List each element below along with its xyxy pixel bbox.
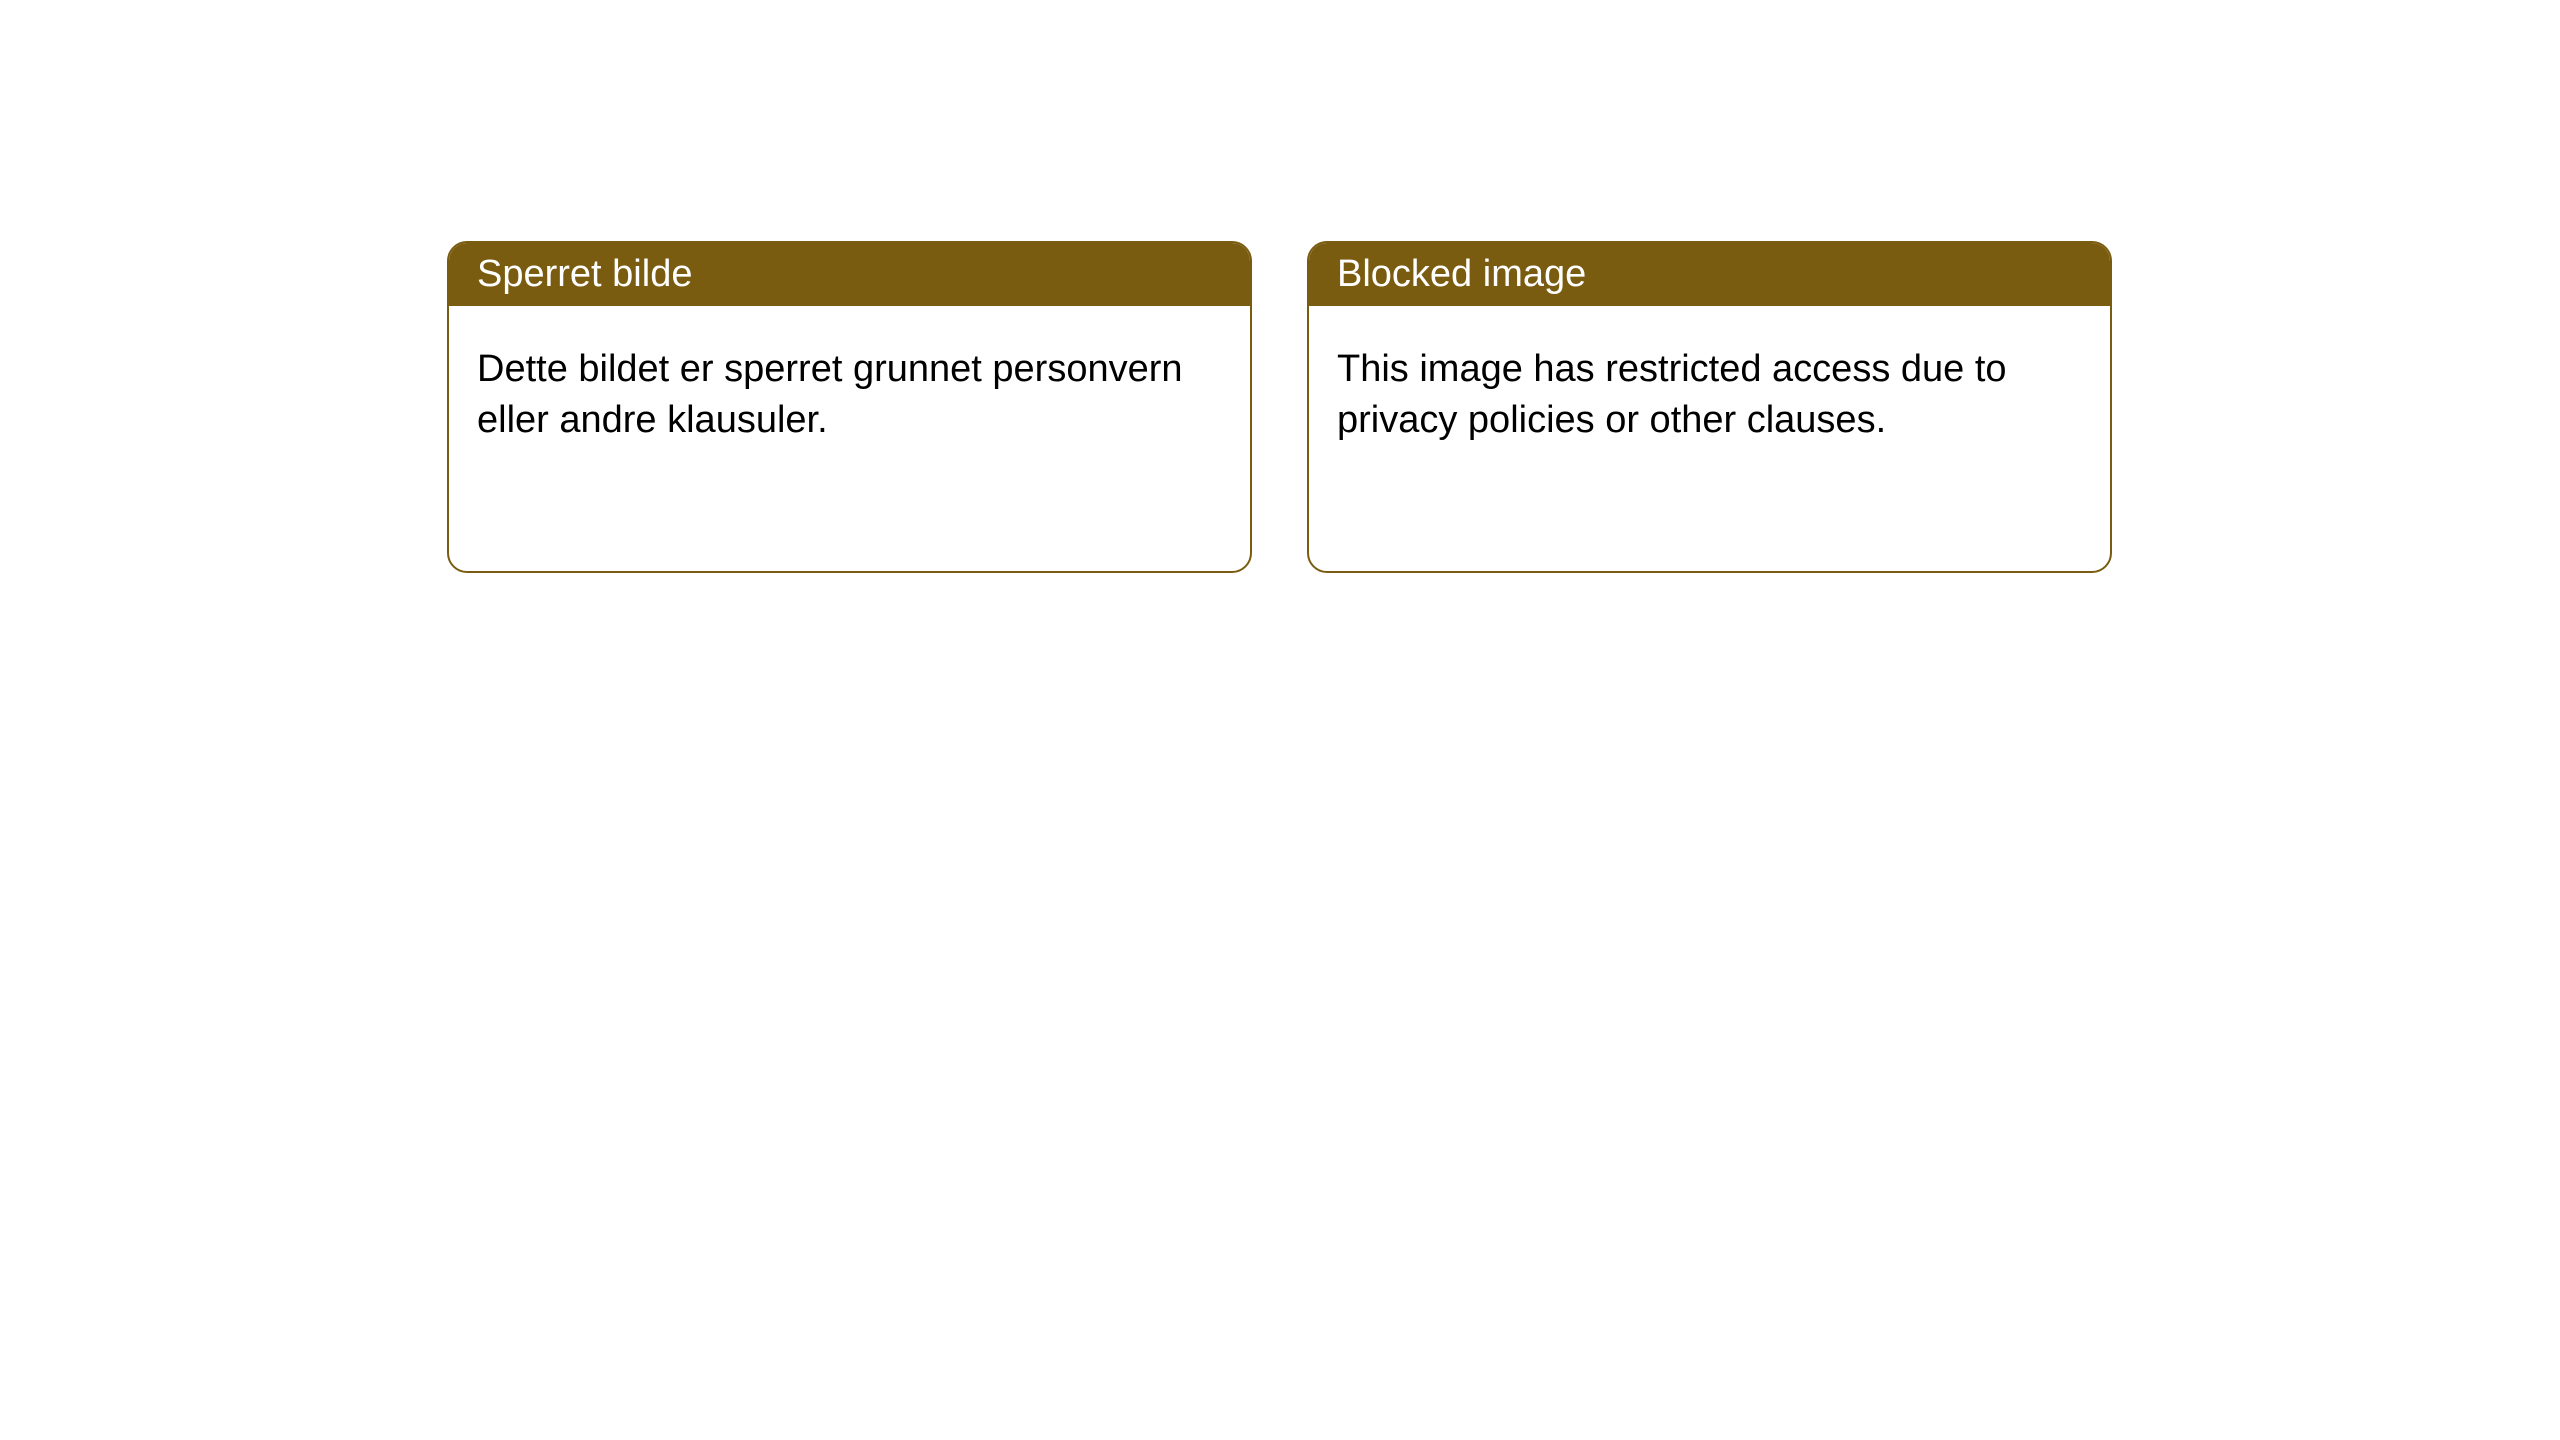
card-body-text: This image has restricted access due to … — [1337, 348, 2007, 441]
card-header: Blocked image — [1309, 243, 2110, 306]
card-body: Dette bildet er sperret grunnet personve… — [449, 306, 1250, 485]
blocked-image-card-en: Blocked image This image has restricted … — [1307, 241, 2112, 573]
card-header: Sperret bilde — [449, 243, 1250, 306]
cards-container: Sperret bilde Dette bildet er sperret gr… — [0, 0, 2560, 573]
card-body: This image has restricted access due to … — [1309, 306, 2110, 485]
card-title: Blocked image — [1337, 253, 1586, 295]
blocked-image-card-no: Sperret bilde Dette bildet er sperret gr… — [447, 241, 1252, 573]
card-title: Sperret bilde — [477, 253, 692, 295]
card-body-text: Dette bildet er sperret grunnet personve… — [477, 348, 1183, 441]
